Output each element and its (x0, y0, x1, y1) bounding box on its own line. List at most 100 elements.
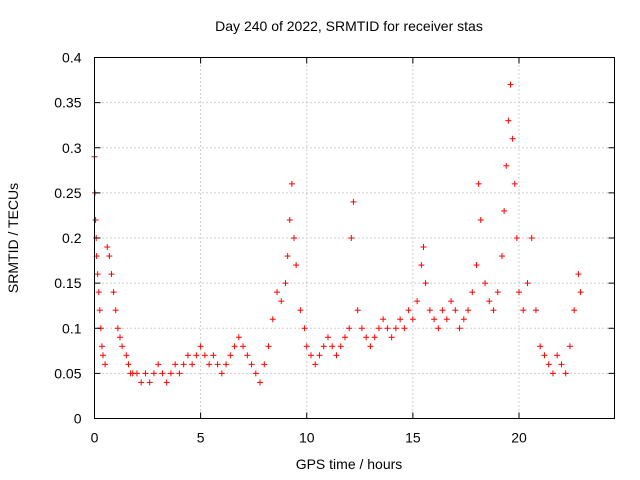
data-point (176, 370, 183, 377)
data-point (223, 361, 230, 368)
data-point (409, 316, 416, 323)
data-point (511, 180, 518, 187)
x-tick-label: 15 (405, 430, 421, 446)
data-point (558, 361, 565, 368)
data-point (439, 307, 446, 314)
data-point (133, 370, 140, 377)
data-point (499, 253, 506, 260)
data-point (346, 325, 353, 332)
data-point (316, 352, 323, 359)
data-point (443, 316, 450, 323)
data-point (494, 289, 501, 296)
data-point (397, 316, 404, 323)
data-point (448, 298, 455, 305)
data-point (420, 244, 427, 251)
data-point (240, 343, 247, 350)
data-point (106, 253, 113, 260)
data-point (155, 361, 162, 368)
data-point (418, 262, 425, 269)
data-point (265, 343, 272, 350)
data-point (110, 289, 117, 296)
data-point (363, 334, 370, 341)
data-point (252, 370, 259, 377)
data-point (116, 334, 123, 341)
data-point (95, 289, 102, 296)
data-point (303, 343, 310, 350)
data-point (532, 307, 539, 314)
data-point (341, 334, 348, 341)
data-point (244, 352, 251, 359)
data-point (524, 280, 531, 287)
y-axis-label: SRMTID / TECUs (5, 183, 21, 293)
data-point (114, 325, 121, 332)
data-point (482, 280, 489, 287)
data-point (388, 334, 395, 341)
data-point (469, 289, 476, 296)
data-point (513, 235, 520, 241)
y-tick-label: 0.35 (54, 95, 81, 111)
x-tick-label: 10 (299, 430, 315, 446)
data-point (371, 334, 378, 341)
data-point (380, 316, 387, 323)
data-point (108, 271, 115, 278)
y-tick-label: 0.05 (54, 365, 81, 381)
data-point (575, 271, 582, 278)
data-point (92, 216, 99, 223)
data-point (562, 370, 569, 377)
data-point (486, 298, 493, 305)
axis-ticks: 0 0.05 0.1 0.15 0.2 0.25 0.3 0.35 0.4 0 5 10 15 20 (54, 50, 615, 446)
data-point (214, 361, 221, 368)
chart-title: Day 240 of 2022, SRMTID for receiver sta… (215, 18, 483, 34)
data-point (293, 262, 300, 269)
data-point (577, 289, 584, 296)
data-point (119, 343, 126, 350)
y-tick-label: 0.1 (62, 320, 82, 336)
x-tick-label: 5 (197, 430, 205, 446)
data-point (431, 316, 438, 323)
data-point (104, 244, 111, 251)
y-tick-label: 0.15 (54, 275, 81, 291)
data-point (123, 352, 130, 359)
data-point (102, 361, 109, 368)
data-point (235, 334, 242, 341)
data-point (501, 207, 508, 214)
data-point (248, 361, 255, 368)
data-point (146, 379, 153, 386)
data-point (354, 307, 361, 314)
y-tick-label: 0.3 (62, 140, 82, 156)
data-point (167, 370, 174, 377)
data-point (392, 325, 399, 332)
data-point (401, 325, 408, 332)
data-point (422, 280, 429, 287)
data-point (358, 325, 365, 332)
data-point (426, 307, 433, 314)
data-point (301, 325, 308, 332)
data-point (545, 361, 552, 368)
y-tick-label: 0.25 (54, 185, 81, 201)
data-point (150, 370, 157, 377)
data-point (554, 352, 561, 359)
data-point (210, 352, 217, 359)
data-point (180, 361, 187, 368)
data-point (286, 216, 293, 223)
data-point (312, 361, 319, 368)
data-point (384, 325, 391, 332)
data-point (329, 343, 336, 350)
data-point (284, 253, 291, 260)
data-point (465, 307, 472, 314)
data-point (269, 316, 276, 323)
data-point (227, 352, 234, 359)
data-point (98, 343, 105, 350)
data-point (509, 135, 516, 142)
data-point (348, 235, 355, 241)
data-point (515, 289, 522, 296)
grid-lines (94, 57, 615, 419)
x-tick-label: 20 (511, 430, 527, 446)
data-point (112, 307, 119, 314)
plot-frame (94, 57, 615, 419)
data-point (350, 198, 357, 205)
data-point (505, 117, 512, 124)
data-point (291, 235, 298, 241)
x-tick-label: 0 (91, 430, 99, 446)
